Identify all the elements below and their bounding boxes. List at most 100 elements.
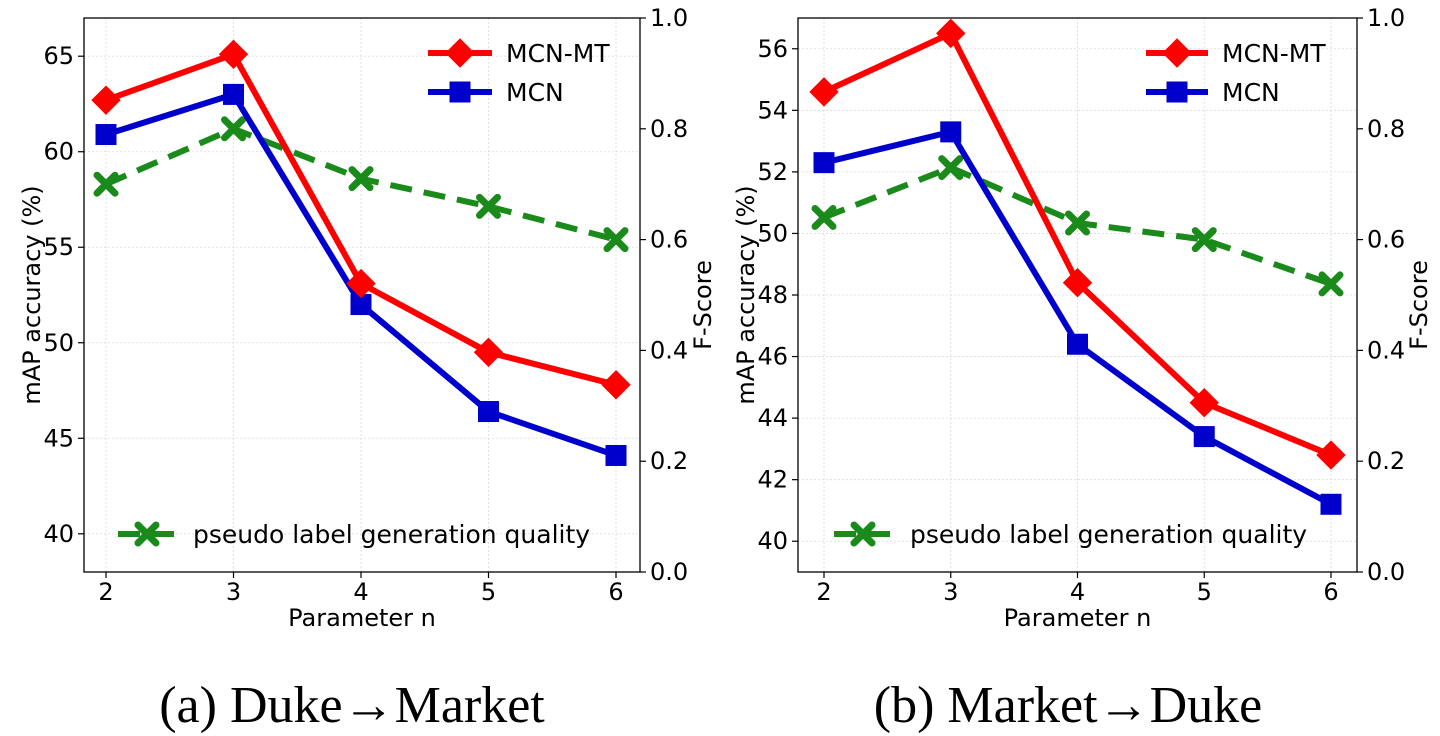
legend-label: MCN [506, 78, 564, 107]
data-point [478, 401, 499, 423]
x-tick-label: 2 [816, 578, 831, 606]
y-axis-label: mAP accuracy (%) [732, 185, 760, 404]
data-point [473, 337, 504, 368]
data-point [1316, 440, 1346, 470]
y-axis-label: mAP accuracy (%) [18, 185, 46, 404]
y-right-tick-label: 0.4 [650, 336, 688, 364]
plot-frame [83, 17, 641, 573]
chart-caption: (b) Market→Duke [874, 677, 1262, 734]
y-right-tick-label: 0.6 [1367, 226, 1405, 254]
legend-bottom: pseudo label generation quality [834, 520, 1307, 549]
y-right-tick-label: 1.0 [1367, 4, 1405, 32]
x-tick-label: 4 [1070, 578, 1085, 606]
y-right-tick-label: 0.0 [650, 558, 688, 586]
y-right-tick-label: 0.2 [650, 447, 688, 475]
series-pseudo-label-generation-quality [93, 116, 629, 253]
data-point [91, 85, 121, 115]
data-point [809, 77, 839, 107]
x-tick-label: 6 [608, 578, 623, 606]
legend-marker [1166, 81, 1188, 103]
legend-item: MCN [1146, 78, 1280, 107]
legend-item: MCN-MT [1146, 38, 1326, 68]
legend-marker [445, 38, 475, 68]
y-right-tick-label: 0.4 [1367, 336, 1405, 364]
legend-label: MCN-MT [506, 39, 610, 68]
data-point [348, 166, 374, 192]
legend-label: pseudo label generation quality [910, 520, 1307, 549]
y-tick-label: 52 [757, 158, 788, 186]
grid [798, 18, 1357, 572]
data-point [1191, 227, 1217, 253]
legend-top-right: MCN-MT MCN [1146, 38, 1326, 107]
legend-item: MCN [428, 78, 564, 107]
chart-caption: (a) Duke→Market [159, 677, 545, 734]
y-tick-label: 50 [43, 329, 74, 357]
data-point [1062, 267, 1093, 298]
legend-item: MCN-MT [428, 38, 610, 68]
y-tick-label: 55 [43, 233, 74, 261]
series-mcn-mt [91, 39, 631, 400]
data-point [813, 152, 835, 174]
legend-label: pseudo label generation quality [193, 520, 590, 549]
data-point [1189, 388, 1219, 418]
legend-marker [449, 81, 471, 103]
x-axis-label: Parameter n [288, 604, 436, 632]
data-point [1318, 271, 1344, 297]
chart-panel-a: 2 3 4 5 64045505560650.00.20.40.60.81.0Param… [18, 4, 717, 734]
y-tick-label: 48 [757, 281, 788, 309]
x-tick-label: 3 [943, 578, 958, 606]
y-tick-label: 50 [757, 219, 788, 247]
y-right-tick-label: 0.8 [650, 115, 688, 143]
data-point [605, 444, 627, 466]
x-tick-label: 6 [1323, 578, 1338, 606]
y-tick-label: 65 [43, 42, 74, 70]
data-point [938, 155, 964, 181]
data-point [603, 227, 629, 253]
y-tick-label: 60 [43, 138, 74, 166]
y-tick-label: 44 [757, 404, 788, 432]
y-tick-label: 46 [757, 343, 788, 371]
data-point [936, 18, 966, 49]
x-tick-label: 4 [353, 578, 368, 606]
data-point [1065, 210, 1090, 236]
legend-top-right: MCN-MT MCN [428, 38, 610, 107]
series-mcn [95, 83, 627, 466]
data-point [221, 116, 246, 142]
legend-bottom: pseudo label generation quality [118, 520, 590, 549]
y-right-tick-label: 1.0 [650, 4, 688, 32]
data-point [93, 171, 119, 197]
data-point [476, 193, 501, 219]
data-point [811, 204, 837, 230]
legend-marker [1162, 38, 1192, 68]
x-axis-label: Parameter n [1004, 604, 1152, 632]
legend-marker [134, 521, 160, 547]
data-point [218, 39, 249, 70]
data-point [95, 124, 117, 146]
series-pseudo-label-generation-quality [811, 155, 1344, 297]
y-right-axis-label: F-Score [689, 260, 717, 350]
grid [84, 18, 640, 572]
y-right-tick-label: 0.0 [1367, 558, 1405, 586]
y-right-tick-label: 0.6 [650, 226, 688, 254]
legend-label: MCN-MT [1222, 39, 1326, 68]
y-tick-label: 56 [757, 35, 788, 63]
legend-marker [850, 521, 876, 547]
x-tick-label: 2 [98, 578, 113, 606]
x-tick-label: 3 [226, 578, 241, 606]
data-point [1193, 426, 1215, 448]
series-mcn [813, 121, 1342, 515]
y-tick-label: 54 [757, 96, 788, 124]
y-tick-label: 42 [757, 466, 788, 494]
chart-panel-b: 2 3 4 5 64042444648505254560.00.20.40.60.81.… [732, 4, 1433, 734]
y-tick-label: 40 [43, 520, 74, 548]
data-point [601, 370, 631, 400]
y-right-axis-label: F-Score [1405, 260, 1433, 350]
y-right-tick-label: 0.8 [1367, 115, 1405, 143]
y-right-tick-label: 0.2 [1367, 447, 1405, 475]
data-point [1320, 493, 1342, 515]
legend-label: MCN [1222, 78, 1280, 107]
y-tick-label: 40 [757, 527, 788, 555]
x-tick-label: 5 [481, 578, 496, 606]
series-mcn-mt [809, 18, 1346, 470]
